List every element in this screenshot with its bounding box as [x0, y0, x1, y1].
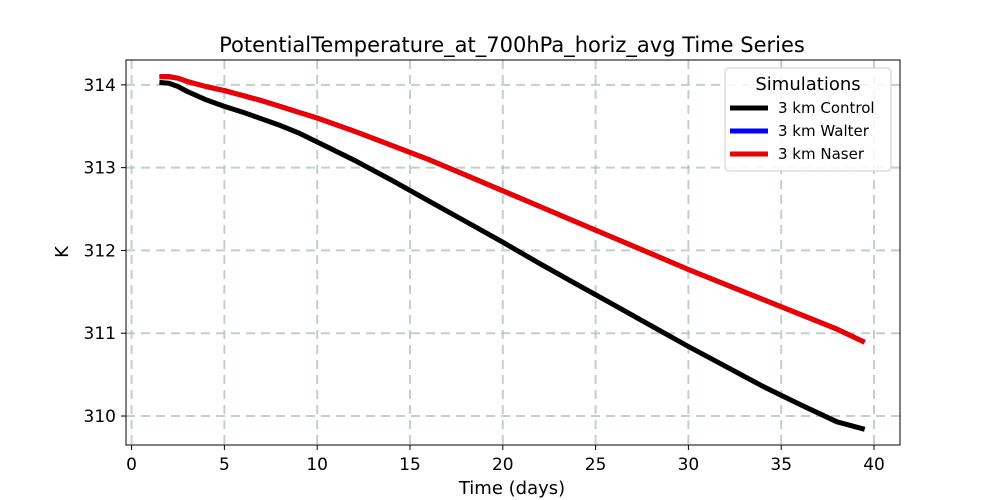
series-line-3-km-naser [159, 74, 866, 345]
x-tick-label: 30 [678, 455, 700, 475]
y-axis-label: K [52, 245, 73, 258]
legend-title: Simulations [755, 74, 860, 95]
x-tick-label: 0 [126, 455, 137, 475]
y-tick-label: 313 [84, 159, 116, 179]
y-tick-label: 312 [84, 241, 116, 261]
legend-entry-label: 3 km Control [778, 99, 875, 117]
legend-box [724, 67, 892, 172]
y-tick-label: 314 [84, 76, 116, 96]
x-tick-label: 15 [399, 455, 421, 475]
plot-frame [125, 59, 901, 446]
x-tick-label: 5 [219, 455, 230, 475]
legend-entry-label: 3 km Walter [778, 122, 870, 140]
x-tick-label: 35 [770, 455, 792, 475]
y-tick-label: 310 [84, 407, 116, 427]
legend-entry-label: 3 km Naser [778, 145, 865, 163]
x-tick-label: 25 [585, 455, 607, 475]
x-tick-label: 40 [863, 455, 885, 475]
x-tick-label: 20 [492, 455, 514, 475]
y-tick-label: 311 [84, 324, 116, 344]
x-tick-label: 10 [306, 455, 328, 475]
series-line-3-km-control [159, 79, 866, 432]
chart-title: PotentialTemperature_at_700hPa_horiz_avg… [219, 33, 805, 58]
axis-ticks: 0 5 10 15 20 25 30 35 40 310 311 312 313 314 [84, 76, 885, 475]
x-axis-label: Time (days) [458, 478, 565, 499]
legend: Simulations 3 km Control 3 km Walter 3 km … [724, 67, 892, 172]
series-lines [159, 74, 866, 432]
